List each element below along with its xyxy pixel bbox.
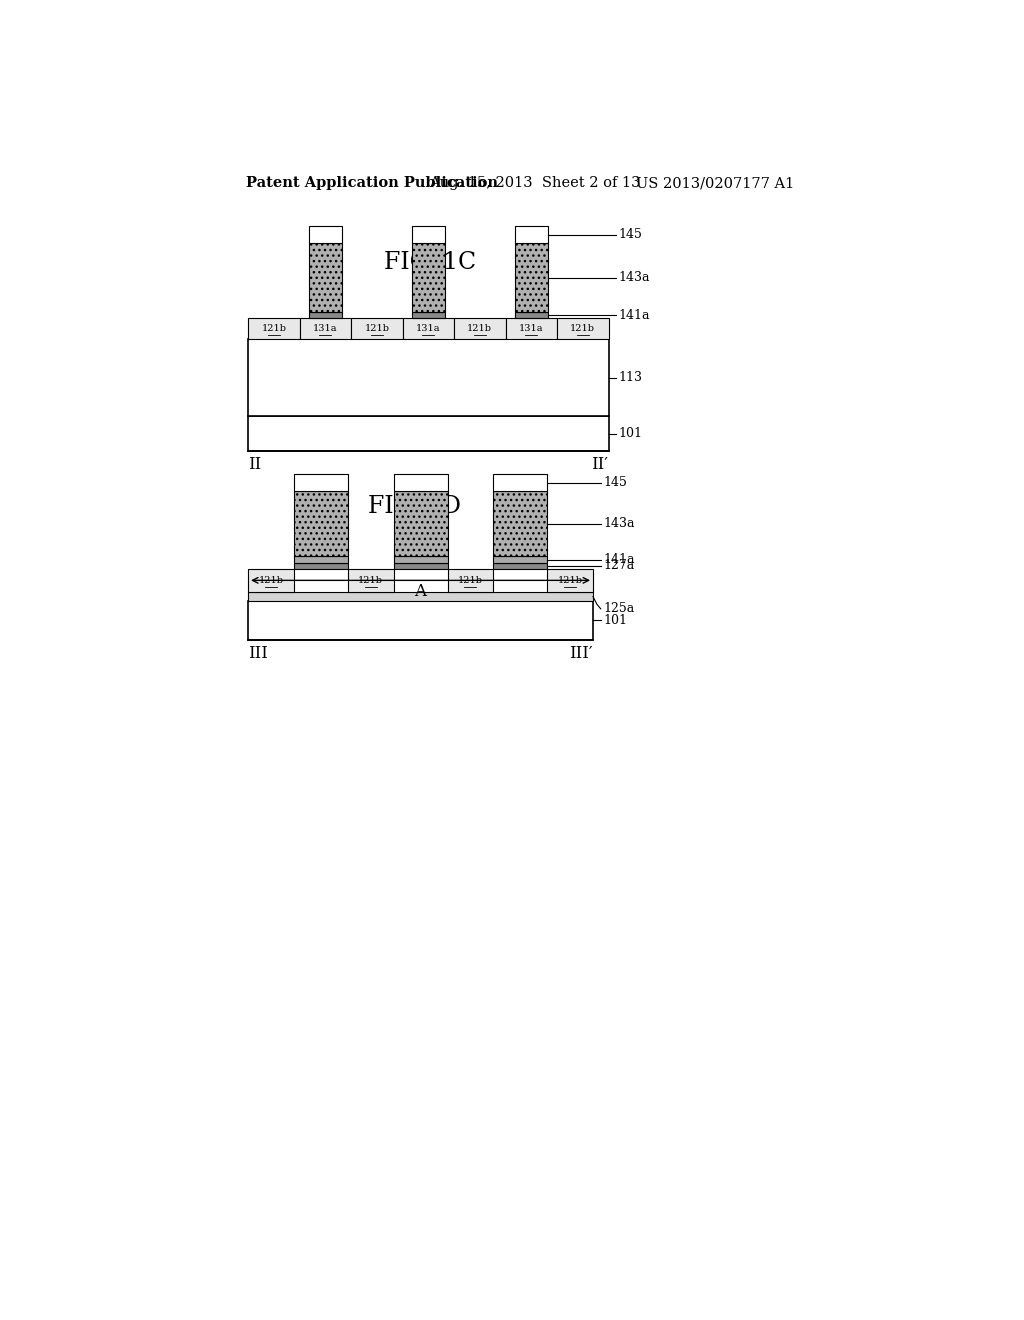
Bar <box>447 569 494 591</box>
Text: 141a: 141a <box>618 309 650 322</box>
Bar <box>393 557 447 562</box>
Bar <box>547 569 593 591</box>
Bar <box>294 474 348 491</box>
Text: 121b: 121b <box>467 325 493 333</box>
Text: 121b: 121b <box>558 576 583 585</box>
Bar <box>248 318 300 339</box>
Text: II′: II′ <box>592 457 608 474</box>
Text: 141a: 141a <box>603 553 635 566</box>
Text: FIG. 1C: FIG. 1C <box>384 251 476 273</box>
Bar <box>402 318 454 339</box>
Bar <box>308 226 342 243</box>
Bar <box>294 491 348 557</box>
Bar <box>248 416 608 451</box>
Bar <box>248 601 593 640</box>
Text: Patent Application Publication: Patent Application Publication <box>246 176 498 190</box>
Text: 143a: 143a <box>603 517 635 531</box>
Bar <box>308 313 342 318</box>
Text: 121b: 121b <box>261 325 287 333</box>
Text: 121b: 121b <box>258 576 284 585</box>
Bar <box>393 562 447 569</box>
Text: 113: 113 <box>618 371 643 384</box>
Text: 127a: 127a <box>603 560 634 573</box>
Text: 101: 101 <box>618 428 643 440</box>
Bar <box>348 569 393 591</box>
Text: 131a: 131a <box>416 325 440 333</box>
Text: 121b: 121b <box>458 576 483 585</box>
Bar <box>514 313 548 318</box>
Text: 121b: 121b <box>358 576 383 585</box>
Text: 101: 101 <box>603 614 627 627</box>
Bar <box>494 557 547 562</box>
Bar <box>393 491 447 557</box>
Text: 143a: 143a <box>618 271 650 284</box>
Text: FIG. 1D: FIG. 1D <box>369 495 461 517</box>
Bar <box>412 313 445 318</box>
Text: III′: III′ <box>569 645 593 663</box>
Text: II: II <box>248 457 261 474</box>
Bar <box>300 318 351 339</box>
Text: 121b: 121b <box>365 325 389 333</box>
Text: 121b: 121b <box>570 325 595 333</box>
Text: 131a: 131a <box>519 325 544 333</box>
Bar <box>412 243 445 313</box>
Bar <box>557 318 608 339</box>
Bar <box>248 591 593 601</box>
Bar <box>454 318 506 339</box>
Bar <box>494 474 547 491</box>
Bar <box>248 569 294 591</box>
Bar <box>393 474 447 491</box>
Bar <box>351 318 402 339</box>
Bar <box>514 243 548 313</box>
Bar <box>494 491 547 557</box>
Bar <box>248 339 608 416</box>
Text: III: III <box>248 645 268 663</box>
Text: US 2013/0207177 A1: US 2013/0207177 A1 <box>636 176 794 190</box>
Bar <box>412 226 445 243</box>
Text: 145: 145 <box>618 228 642 242</box>
Bar <box>308 243 342 313</box>
Bar <box>294 562 348 569</box>
Text: 131a: 131a <box>313 325 338 333</box>
Text: A: A <box>415 582 427 599</box>
Bar <box>506 318 557 339</box>
Text: 125a: 125a <box>603 602 634 615</box>
Bar <box>294 557 348 562</box>
Bar <box>514 226 548 243</box>
Bar <box>494 562 547 569</box>
Text: 145: 145 <box>603 477 627 490</box>
Text: Aug. 15, 2013  Sheet 2 of 13: Aug. 15, 2013 Sheet 2 of 13 <box>429 176 640 190</box>
